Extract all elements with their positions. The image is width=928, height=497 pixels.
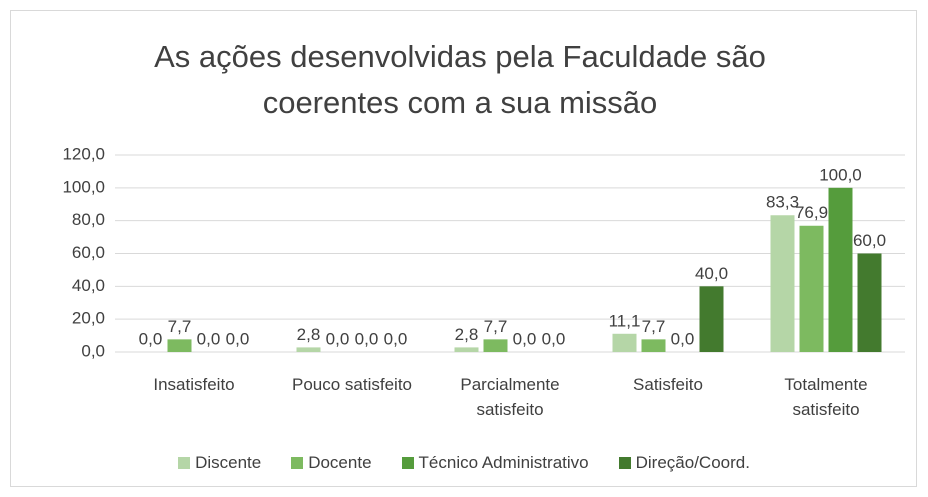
bar	[454, 347, 479, 352]
bar	[857, 253, 882, 352]
y-tick-label: 0,0	[81, 341, 105, 360]
legend-label: Discente	[195, 453, 262, 472]
bar	[167, 339, 192, 352]
legend-label: Técnico Administrativo	[418, 453, 589, 472]
data-label: 7,7	[168, 317, 192, 336]
chart-title: As ações desenvolvidas pela Faculdade sã…	[154, 39, 766, 120]
legend-swatch	[178, 457, 191, 469]
y-tick-label: 80,0	[72, 210, 105, 229]
legend-swatch	[618, 457, 631, 469]
x-tick-label: Insatisfeito	[153, 375, 235, 394]
bar	[828, 187, 853, 352]
data-label: 60,0	[853, 231, 886, 250]
x-tick-label: Satisfeito	[633, 375, 703, 394]
data-label: 0,0	[671, 329, 695, 348]
data-label: 0,0	[513, 329, 537, 348]
bar	[699, 286, 724, 352]
legend-item: Docente	[291, 453, 372, 473]
data-label: 40,0	[695, 264, 728, 283]
data-label: 0,0	[226, 329, 250, 348]
y-tick-label: 40,0	[72, 276, 105, 295]
bar	[483, 339, 508, 352]
y-tick-label: 100,0	[62, 177, 105, 196]
chart-border	[10, 10, 917, 487]
y-tick-label: 60,0	[72, 243, 105, 262]
x-tick-label: Pouco satisfeito	[291, 375, 412, 394]
data-label: 0,0	[197, 329, 221, 348]
data-label: 0,0	[384, 329, 408, 348]
bar	[799, 225, 824, 352]
data-label: 0,0	[542, 329, 566, 348]
legend-item: Discente	[178, 453, 261, 473]
x-tick-label: Parcialmente satisfeito	[460, 375, 560, 419]
data-label: 0,0	[355, 329, 379, 348]
y-tick-label: 120,0	[62, 144, 105, 163]
data-label: 100,0	[819, 165, 862, 184]
data-label: 76,9	[795, 203, 828, 222]
bar	[641, 339, 666, 352]
bar	[770, 215, 795, 352]
legend: Discente Docente Técnico Administrativo Dir…	[0, 453, 928, 473]
data-label: 11,1	[609, 311, 641, 330]
legend-item: Técnico Administrativo	[401, 453, 589, 473]
y-tick-label: 20,0	[72, 309, 105, 328]
legend-label: Direção/Coord.	[635, 453, 750, 472]
bar	[296, 347, 321, 352]
data-label: 2,8	[297, 325, 321, 344]
legend-label: Docente	[308, 453, 372, 472]
data-label: 83,3	[766, 193, 799, 212]
data-label: 0,0	[139, 329, 163, 348]
legend-swatch	[401, 457, 414, 469]
data-label: 7,7	[484, 317, 508, 336]
data-label: 0,0	[326, 329, 350, 348]
legend-swatch	[291, 457, 304, 469]
x-tick-label: Totalmente satisfeito	[784, 375, 868, 419]
data-label: 7,7	[642, 317, 666, 336]
bar	[612, 333, 637, 352]
data-label: 2,8	[455, 325, 479, 344]
legend-item: Direção/Coord.	[618, 453, 750, 473]
